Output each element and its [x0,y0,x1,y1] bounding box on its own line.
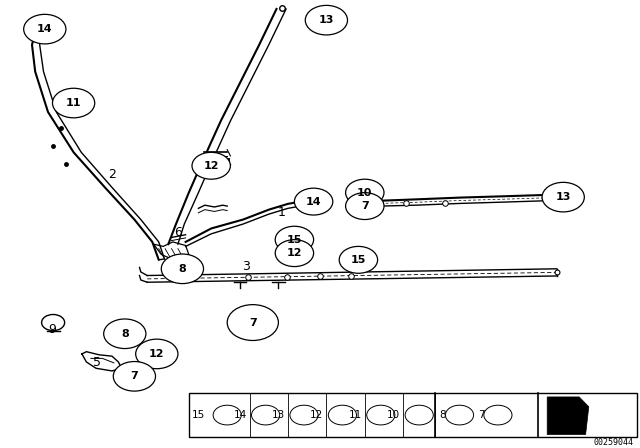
Text: 11: 11 [66,98,81,108]
Circle shape [405,405,433,425]
Circle shape [290,405,318,425]
Text: 6: 6 [174,226,182,240]
Circle shape [52,88,95,118]
Text: 00259044: 00259044 [594,438,634,447]
Text: 8: 8 [179,264,186,274]
Text: 7: 7 [478,410,484,420]
Circle shape [24,14,66,44]
Text: 12: 12 [149,349,164,359]
Text: 14: 14 [37,24,52,34]
Circle shape [252,405,280,425]
Bar [189,393,637,437]
Text: 10: 10 [357,188,372,198]
Text: 14: 14 [234,410,246,420]
Circle shape [339,246,378,273]
Circle shape [294,188,333,215]
Circle shape [161,254,204,284]
Text: 10: 10 [387,410,400,420]
Text: 14: 14 [306,197,321,207]
Circle shape [227,305,278,340]
Circle shape [542,182,584,212]
Circle shape [192,152,230,179]
Circle shape [484,405,512,425]
Text: 12: 12 [310,410,323,420]
Text: 15: 15 [351,255,366,265]
Text: 8: 8 [440,410,446,420]
Text: 1: 1 [278,206,285,220]
Circle shape [275,226,314,253]
Circle shape [346,179,384,206]
Circle shape [104,319,146,349]
Text: 4: 4 [223,157,231,170]
Text: 7: 7 [249,318,257,327]
Circle shape [113,362,156,391]
Circle shape [367,405,395,425]
Text: 3: 3 [243,260,250,273]
Circle shape [445,405,474,425]
Text: 11: 11 [349,410,362,420]
Circle shape [305,5,348,35]
Text: 9: 9 [49,323,56,336]
Circle shape [136,339,178,369]
Text: 13: 13 [319,15,334,25]
Text: 7: 7 [361,201,369,211]
Text: 12: 12 [204,161,219,171]
Polygon shape [547,397,589,435]
Circle shape [275,240,314,267]
Circle shape [213,405,241,425]
Text: 2: 2 [108,168,116,181]
Circle shape [346,193,384,220]
Text: 15: 15 [192,410,205,420]
Circle shape [328,405,356,425]
Text: 8: 8 [121,329,129,339]
Text: 13: 13 [556,192,571,202]
Text: 13: 13 [272,410,285,420]
Text: 5: 5 [93,356,101,370]
Text: 12: 12 [287,248,302,258]
Text: 7: 7 [131,371,138,381]
Text: 15: 15 [287,235,302,245]
